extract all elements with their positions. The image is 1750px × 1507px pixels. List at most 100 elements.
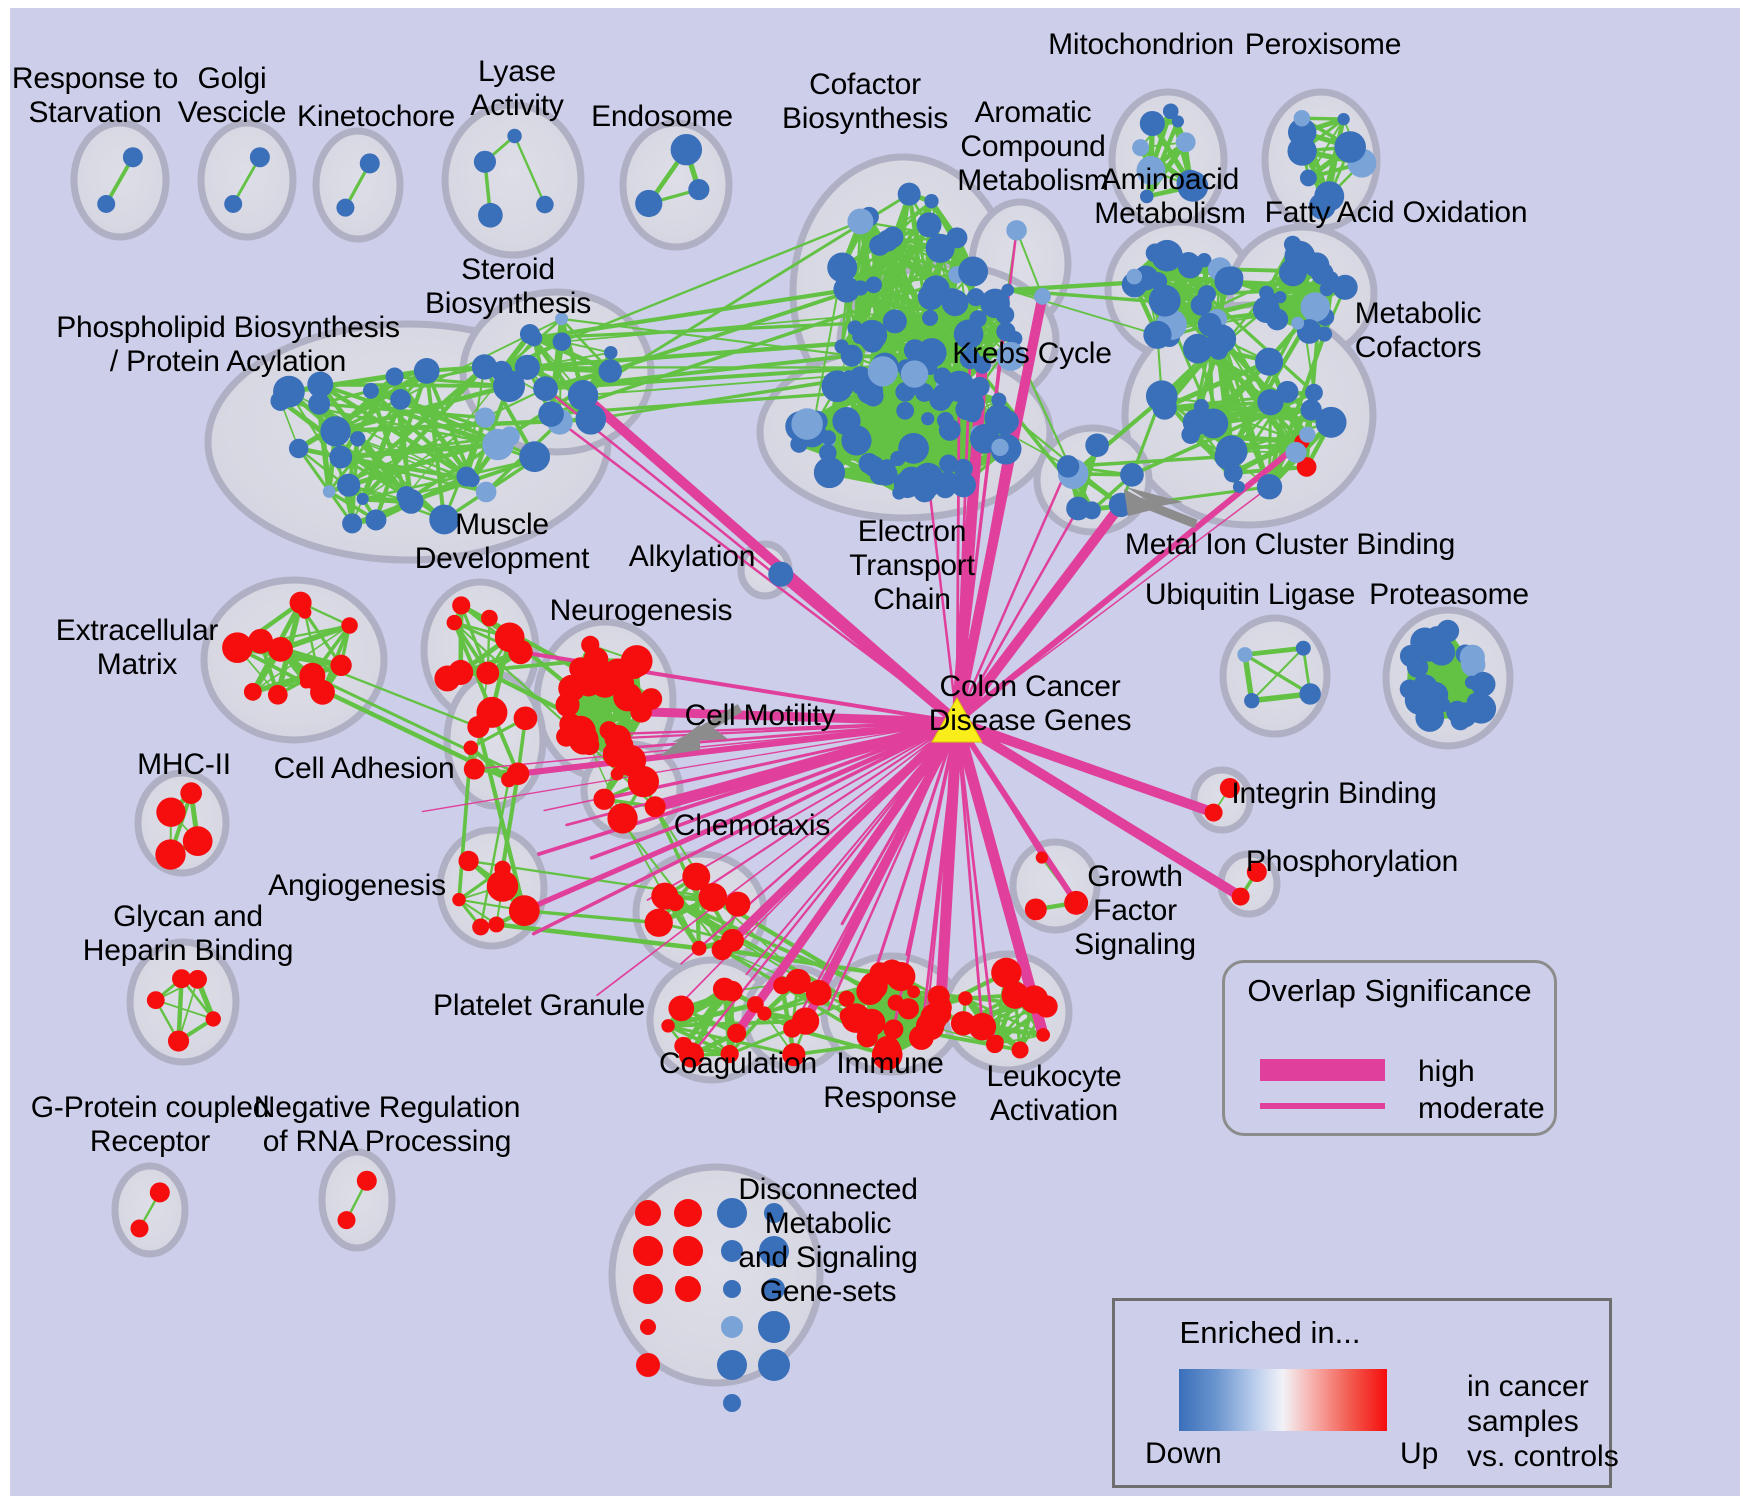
- inter-cluster-edge: [543, 364, 887, 391]
- gene-set-node: [622, 656, 646, 679]
- gene-set-node: [953, 319, 984, 350]
- gene-set-node: [434, 665, 461, 692]
- gene-set-node: [1246, 862, 1267, 882]
- gene-set-node: [995, 410, 1019, 434]
- gene-set-node: [1064, 890, 1089, 915]
- gene-set-node: [398, 489, 424, 514]
- gene-set-node: [869, 962, 891, 984]
- gene-set-node: [1136, 156, 1166, 185]
- gene-set-node: [1287, 118, 1317, 147]
- gene-set-node: [413, 358, 440, 384]
- gene-set-node: [895, 382, 915, 402]
- gene-set-node: [757, 1006, 772, 1021]
- gene-set-node: [991, 957, 1022, 988]
- hub-spoke-moderate: [672, 721, 958, 1013]
- gene-set-node: [1256, 474, 1283, 500]
- cluster-label-kinetochore: Kinetochore: [297, 100, 455, 133]
- gene-set-node: [613, 682, 643, 712]
- gene-set-node: [1143, 320, 1172, 349]
- gene-set-node: [1300, 292, 1330, 322]
- colon-cancer-hub-triangle[interactable]: [931, 696, 983, 743]
- gene-set-node: [953, 458, 973, 479]
- enrichment-low-label: Down: [1145, 1437, 1222, 1470]
- gene-set-node: [1006, 220, 1027, 241]
- gene-set-node: [362, 382, 379, 399]
- gene-set-node: [935, 478, 956, 499]
- gene-set-node: [567, 380, 599, 411]
- disconnected-gene-set-node: [721, 1240, 743, 1262]
- gene-set-node: [463, 740, 478, 755]
- gene-set-node: [989, 1034, 1004, 1050]
- gene-set-node: [575, 404, 607, 435]
- cluster-label-growth-factor-signaling: Growth Factor Signaling: [1074, 860, 1196, 961]
- gene-set-node: [1011, 1041, 1029, 1059]
- inter-cluster-edge: [662, 894, 936, 1020]
- gene-set-node: [224, 194, 243, 213]
- hub-spoke-moderate: [602, 720, 959, 751]
- cluster-label-electron-transport-chain: Electron Transport Chain: [849, 515, 975, 616]
- gene-set-node: [968, 1012, 997, 1041]
- gene-set-node: [897, 998, 919, 1020]
- gene-set-node: [963, 404, 982, 423]
- gene-set-node: [308, 392, 331, 415]
- gene-set-node: [827, 252, 858, 283]
- hub-spoke-moderate: [827, 720, 959, 1011]
- cluster-label-negative-regulation-of-rna-processing: Negative Regulation of RNA Processing: [253, 1091, 521, 1158]
- gene-set-node: [900, 360, 929, 388]
- cluster-label-response-to-starvation: Response to Starvation: [11, 62, 179, 129]
- overlap-legend-title: Overlap Significance: [1247, 973, 1532, 1008]
- disconnected-gene-set-node: [674, 1199, 702, 1227]
- gene-set-node: [329, 445, 353, 469]
- gene-set-node: [552, 332, 572, 351]
- inter-cluster-edge: [525, 339, 875, 370]
- gene-set-node: [720, 1044, 739, 1064]
- gene-set-node: [890, 450, 906, 467]
- gene-set-node: [1285, 441, 1307, 463]
- gene-set-node: [1085, 433, 1109, 458]
- gene-set-node: [476, 696, 508, 728]
- gene-set-node: [805, 979, 832, 1006]
- gene-set-node: [488, 916, 505, 933]
- gene-set-node: [149, 1182, 170, 1203]
- gene-set-node: [167, 1030, 190, 1052]
- gene-set-node: [711, 939, 733, 961]
- disconnected-gene-set-node: [640, 1319, 656, 1335]
- gene-set-node: [310, 679, 335, 705]
- gene-set-node: [938, 418, 961, 441]
- gene-set-node: [1140, 189, 1154, 204]
- gene-set-node: [130, 1219, 149, 1238]
- hub-spoke-cell-adhesion: [473, 721, 958, 770]
- network-edge: [459, 603, 490, 675]
- gene-set-node: [182, 826, 213, 857]
- gene-set-node: [1259, 285, 1274, 301]
- cluster-label-cell-motility: Cell Motility: [684, 699, 836, 732]
- gene-set-node: [475, 481, 497, 503]
- network-edge: [892, 319, 1013, 359]
- gene-set-node: [97, 194, 116, 213]
- cluster-label-proteasome: Proteasome: [1369, 578, 1529, 611]
- gene-set-node: [604, 345, 618, 360]
- gene-set-node: [1220, 266, 1244, 290]
- network-edge: [154, 999, 215, 1020]
- disconnected-gene-set-node: [717, 1198, 747, 1228]
- cluster-ellipse: [441, 101, 585, 259]
- gene-set-node: [1299, 683, 1321, 705]
- disconnected-gene-set-node: [759, 1236, 789, 1266]
- network-edge: [1242, 651, 1255, 704]
- gene-set-node: [491, 360, 513, 382]
- hub-spoke-phosphorylation: [955, 720, 1242, 898]
- gene-set-node: [267, 684, 288, 705]
- gene-set-node: [833, 276, 860, 303]
- cluster-label-ubiquitin-ligase: Ubiquitin Ligase: [1144, 578, 1356, 611]
- hub-spoke-growth-factor-signaling: [956, 721, 1043, 859]
- inter-cluster-edge: [500, 771, 521, 871]
- hub-triangle-group[interactable]: [931, 696, 983, 743]
- gene-set-node: [644, 908, 673, 937]
- network-edge: [398, 397, 512, 438]
- gene-set-node: [1276, 380, 1299, 403]
- gene-set-node: [365, 509, 387, 531]
- cluster-label-fatty-acid-oxidation: Fatty Acid Oxidation: [1264, 196, 1528, 229]
- cluster-label-mhc-ii: MHC-II: [137, 748, 231, 781]
- gene-set-node: [939, 454, 958, 474]
- gene-set-node: [598, 359, 623, 383]
